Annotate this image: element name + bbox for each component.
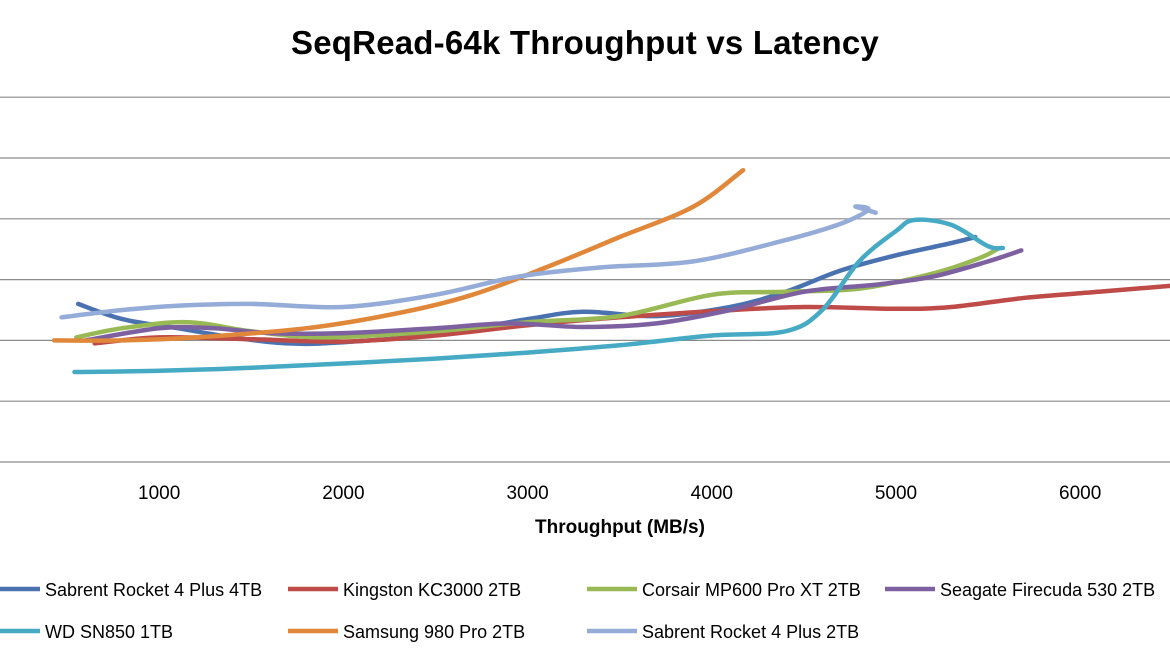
x-tick-label: 1000 xyxy=(138,483,180,504)
legend-label: Corsair MP600 Pro XT 2TB xyxy=(642,580,861,600)
series-line xyxy=(92,283,1170,346)
gridlines xyxy=(0,96,1170,463)
series-line xyxy=(72,217,1006,375)
x-tick-label: 3000 xyxy=(506,483,548,504)
chart-title: SeqRead-64k Throughput vs Latency xyxy=(291,24,879,61)
series-line xyxy=(51,167,746,343)
series-line xyxy=(59,204,878,320)
x-tick-label: 2000 xyxy=(322,483,364,504)
legend: Sabrent Rocket 4 Plus 4TB Kingston KC3000… xyxy=(0,580,1155,642)
series-line xyxy=(83,248,1024,343)
series-lines xyxy=(51,167,1170,375)
legend-label: Kingston KC3000 2TB xyxy=(343,580,521,600)
legend-label: Sabrent Rocket 4 Plus 2TB xyxy=(642,622,859,642)
legend-label: WD SN850 1TB xyxy=(45,622,173,642)
x-tick-labels: 1000 2000 3000 4000 5000 6000 xyxy=(138,483,1101,504)
x-tick-label: 6000 xyxy=(1059,483,1101,504)
legend-label: Seagate Firecuda 530 2TB xyxy=(940,580,1155,600)
legend-label: Sabrent Rocket 4 Plus 4TB xyxy=(45,580,262,600)
x-tick-label: 5000 xyxy=(875,483,917,504)
x-tick-label: 4000 xyxy=(691,483,733,504)
legend-label: Samsung 980 Pro 2TB xyxy=(343,622,525,642)
x-axis-label: Throughput (MB/s) xyxy=(535,517,705,538)
